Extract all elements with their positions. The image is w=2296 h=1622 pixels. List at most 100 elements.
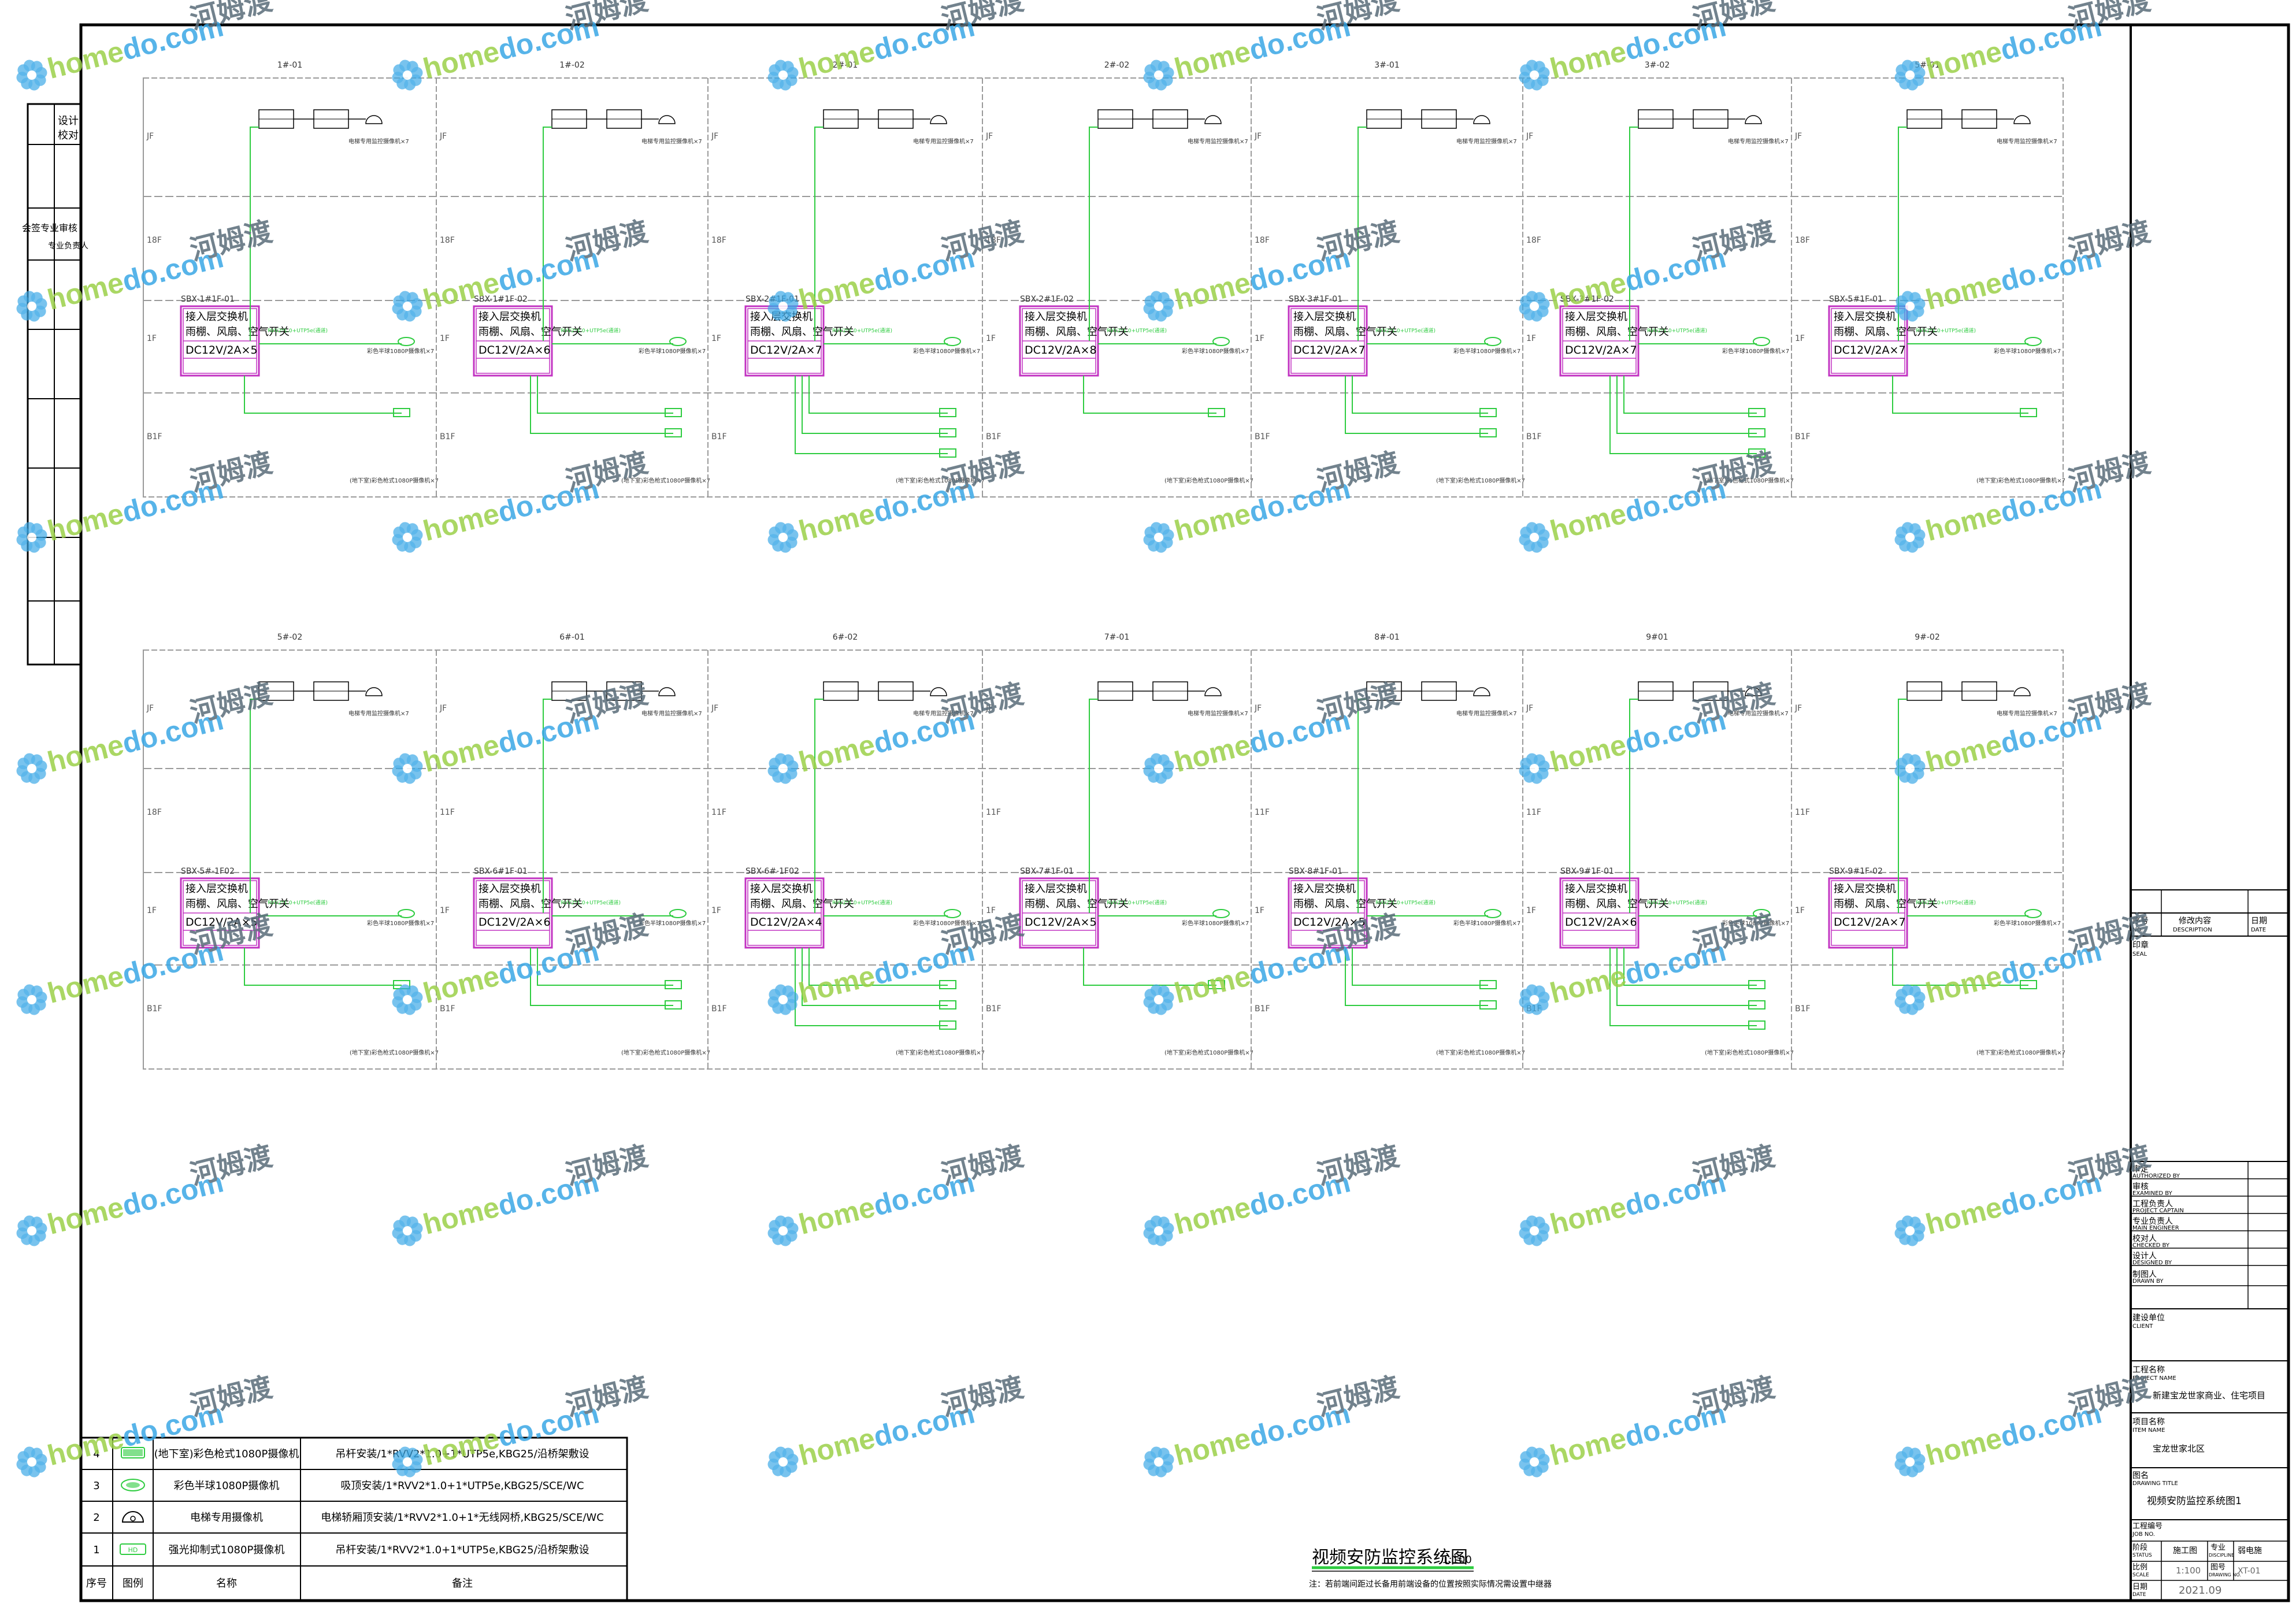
cable-label: RVV2*1.0+UTP5e(通道) xyxy=(832,899,892,906)
access-switch-box xyxy=(1828,877,1908,949)
floor-camera-label: 彩色半球1080P摄像机×7 xyxy=(639,919,706,927)
examined: 审核 xyxy=(2132,1182,2149,1192)
elevator-camera-icon xyxy=(930,687,947,696)
riser-cable xyxy=(814,127,824,341)
elevator-camera-icon xyxy=(2013,687,2031,696)
drawing-title-scale: 1:100 xyxy=(1442,1554,1472,1566)
elevator-camera-icon xyxy=(365,115,383,124)
access-switch-box xyxy=(1559,877,1640,949)
floor-label: 1F xyxy=(147,334,157,343)
basement-camera-label: (地下室)彩色枪式1080P摄像机×7 xyxy=(1976,477,2065,484)
project-value: 新建宝龙世家商业、住宅项目 xyxy=(2153,1390,2265,1401)
project-en: PROJECT NAME xyxy=(2132,1375,2176,1382)
dome-camera-icon xyxy=(1484,337,1501,346)
discipline-value: 弱电施 xyxy=(2238,1546,2262,1556)
svg-text:河姆渡: 河姆渡 xyxy=(1690,1141,1778,1191)
captain: 工程负责人 xyxy=(2132,1200,2173,1209)
gun-camera-icon xyxy=(1748,408,1765,417)
left-signature-strip: 设计 校对 会签专业 审核 专业负责人 xyxy=(22,103,88,666)
riser-cable xyxy=(543,127,552,341)
switch-title: 接入层交换机 xyxy=(1565,311,1627,323)
switch-power: DC12V/2A×7 xyxy=(1834,916,1906,929)
dome-camera-icon xyxy=(669,909,687,918)
drawing-title: 视频安防监控系统图 1:100 注：若前端间距过长备用前端设备的位置按照实际情况… xyxy=(1309,1547,1552,1589)
dome-camera-icon xyxy=(1212,909,1230,918)
elevator-camera-icon xyxy=(658,115,676,124)
legend-header-name: 名称 xyxy=(216,1578,237,1590)
scale-value: 1:100 xyxy=(2176,1565,2201,1576)
approved-en: AUTHORIZED BY xyxy=(2132,1173,2180,1179)
floor-label: JF xyxy=(1526,704,1533,713)
basement-cable xyxy=(808,376,948,414)
svg-text:河姆渡: 河姆渡 xyxy=(1314,448,1403,498)
floor-label: B1F xyxy=(440,432,455,441)
basement-camera-label: (地下室)彩色枪式1080P摄像机×7 xyxy=(350,477,439,484)
dome-camera-icon xyxy=(1212,337,1230,346)
switch-power: DC12V/2A×7 xyxy=(750,344,822,357)
sbx-label: SBX-3#1F-02 xyxy=(1560,295,1614,304)
drawing-title-text: 视频安防监控系统图 xyxy=(1312,1547,1468,1568)
floor-label: JF xyxy=(1794,704,1802,713)
sbx-label: SBX-2#1F-02 xyxy=(1020,295,1074,304)
building-label: 1#-02 xyxy=(559,61,585,70)
sign-label: 会签专业 xyxy=(22,222,59,233)
jf-camera-label: 电梯专用监控摄像机×7 xyxy=(348,710,409,717)
building-label: 6#-02 xyxy=(833,633,858,642)
date-en: DATE xyxy=(2132,1592,2146,1598)
switch-sub: 雨棚、风扇、空气开关 xyxy=(1834,326,1938,338)
access-switch-box xyxy=(180,305,260,377)
sign-label: 专业负责人 xyxy=(48,242,88,251)
gun-camera-icon xyxy=(939,980,956,989)
item-en: ITEM NAME xyxy=(2132,1427,2165,1434)
switch-power: DC12V/2A×7 xyxy=(1565,344,1637,357)
svg-text:河姆渡: 河姆渡 xyxy=(939,1141,1027,1191)
dome-camera-icon xyxy=(398,337,415,346)
basement-camera-label: (地下室)彩色枪式1080P摄像机×7 xyxy=(1164,1049,1253,1056)
drawing-en: DRAWING TITLE xyxy=(2132,1480,2178,1487)
cable-label: RVV2*1.0+UTP5e(通道) xyxy=(1375,899,1436,906)
riser-cable xyxy=(1357,127,1367,341)
legend-remark: 吸顶安装/1*RVV2*1.0+1*UTP5e,KBG25/SCE/WC xyxy=(340,1480,584,1492)
access-switch-box xyxy=(1288,305,1368,377)
gun-camera-icon xyxy=(1479,1000,1497,1009)
job: 工程编号 xyxy=(2132,1522,2163,1531)
dome-camera-icon xyxy=(1753,909,1770,918)
floor-label: 18F xyxy=(147,808,162,817)
svg-text:河姆渡: 河姆渡 xyxy=(187,1141,276,1191)
floor-label: B1F xyxy=(147,1004,162,1014)
floor-label: 18F xyxy=(1255,236,1270,245)
sbx-label: SBX-7#1F-01 xyxy=(1020,867,1074,876)
svg-text:河姆渡: 河姆渡 xyxy=(1690,0,1778,35)
drawing-no-value: XT-01 xyxy=(2238,1567,2260,1576)
svg-text:河姆渡: 河姆渡 xyxy=(1314,1141,1403,1191)
elevator-camera-icon xyxy=(1204,687,1222,696)
building-label: 2#-01 xyxy=(833,61,858,70)
basement-cable xyxy=(1623,948,1757,986)
basement-camera-label: (地下室)彩色枪式1080P摄像机×7 xyxy=(621,477,710,484)
floor-label: 18F xyxy=(147,236,162,245)
switch-title: 接入层交换机 xyxy=(1025,311,1087,323)
basement-cable xyxy=(537,376,673,414)
riser-cable xyxy=(1898,699,1907,913)
scale-en: SCALE xyxy=(2132,1572,2149,1578)
basement-camera-label: (地下室)彩色枪式1080P摄像机×7 xyxy=(1705,477,1794,484)
legend-name: 彩色半球1080P摄像机 xyxy=(174,1480,280,1492)
basement-camera-label: (地下室)彩色枪式1080P摄像机×7 xyxy=(896,477,985,484)
switch-sub: 雨棚、风扇、空气开关 xyxy=(750,326,854,338)
gun-camera-icon xyxy=(665,1000,682,1009)
building-label: 7#-01 xyxy=(1104,633,1130,642)
gun-camera-icon xyxy=(939,1020,956,1030)
sign-label: 设计 xyxy=(58,115,79,127)
switch-title: 接入层交换机 xyxy=(1834,883,1896,895)
gun-camera-icon xyxy=(1479,408,1497,417)
basement-cable xyxy=(1352,948,1488,986)
